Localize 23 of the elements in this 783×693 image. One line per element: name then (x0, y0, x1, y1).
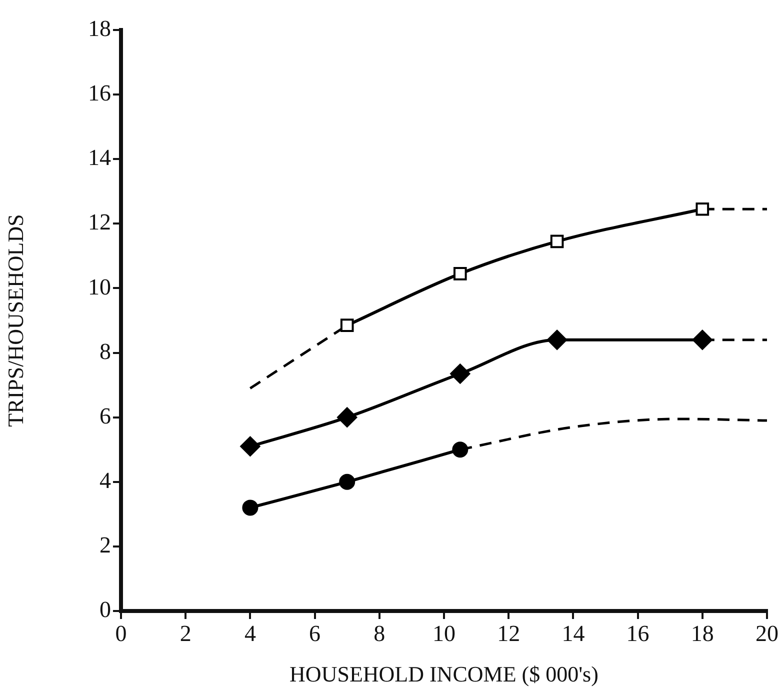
x-tick-label: 6 (309, 620, 321, 646)
x-tick-label: 14 (562, 620, 586, 646)
x-tick-label: 10 (432, 620, 456, 646)
x-tick-label: 12 (497, 620, 520, 646)
x-tick-label: 2 (180, 620, 192, 646)
x-tick-label: 18 (690, 620, 714, 646)
x-axis-title: HOUSEHOLD INCOME ($ 000's) (290, 662, 598, 687)
y-tick-label: 8 (100, 338, 111, 364)
y-tick-label: 14 (88, 145, 112, 170)
x-tick-label: 4 (244, 620, 256, 646)
x-tick-label: 0 (115, 620, 127, 646)
y-tick-label: 4 (100, 468, 112, 493)
y-tick-label: 0 (100, 597, 111, 622)
y-tick-label: 2 (100, 532, 111, 558)
y-tick-label: 18 (88, 16, 111, 42)
x-tick-label: 8 (374, 620, 386, 646)
x-tick-label: 16 (626, 620, 650, 646)
y-tick-label: 6 (100, 403, 111, 428)
x-tick-label: 20 (756, 620, 778, 646)
y-tick-label: 10 (88, 274, 111, 300)
y-tick-label: 12 (88, 210, 111, 235)
y-tick-label: 16 (88, 80, 111, 106)
y-axis-title: TRIPS/HOUSEHOLDS (2, 214, 28, 427)
